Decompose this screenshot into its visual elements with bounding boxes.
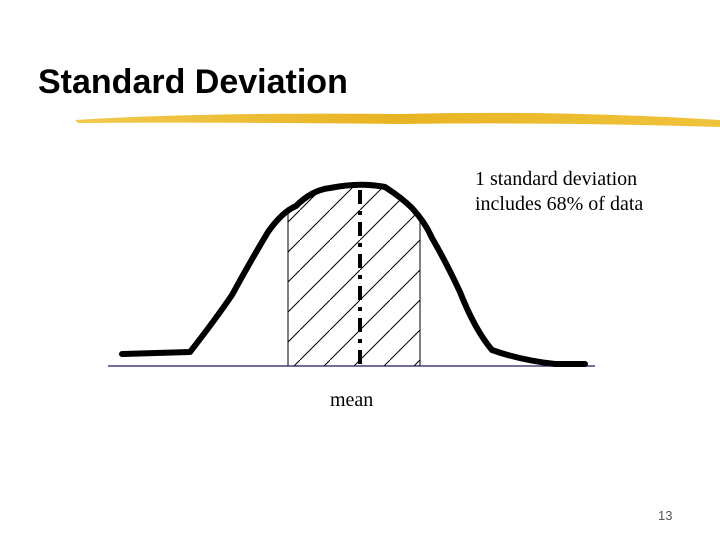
slide-title: Standard Deviation: [38, 63, 348, 101]
distribution-curve: [119, 181, 588, 367]
annotation: 1 standard deviation: [475, 168, 637, 190]
title-underline: [75, 112, 720, 127]
page-number: 13: [658, 508, 672, 523]
annotation: includes 68% of data: [475, 193, 643, 215]
mean-label: mean: [330, 389, 373, 411]
hatched-area: [288, 184, 420, 366]
